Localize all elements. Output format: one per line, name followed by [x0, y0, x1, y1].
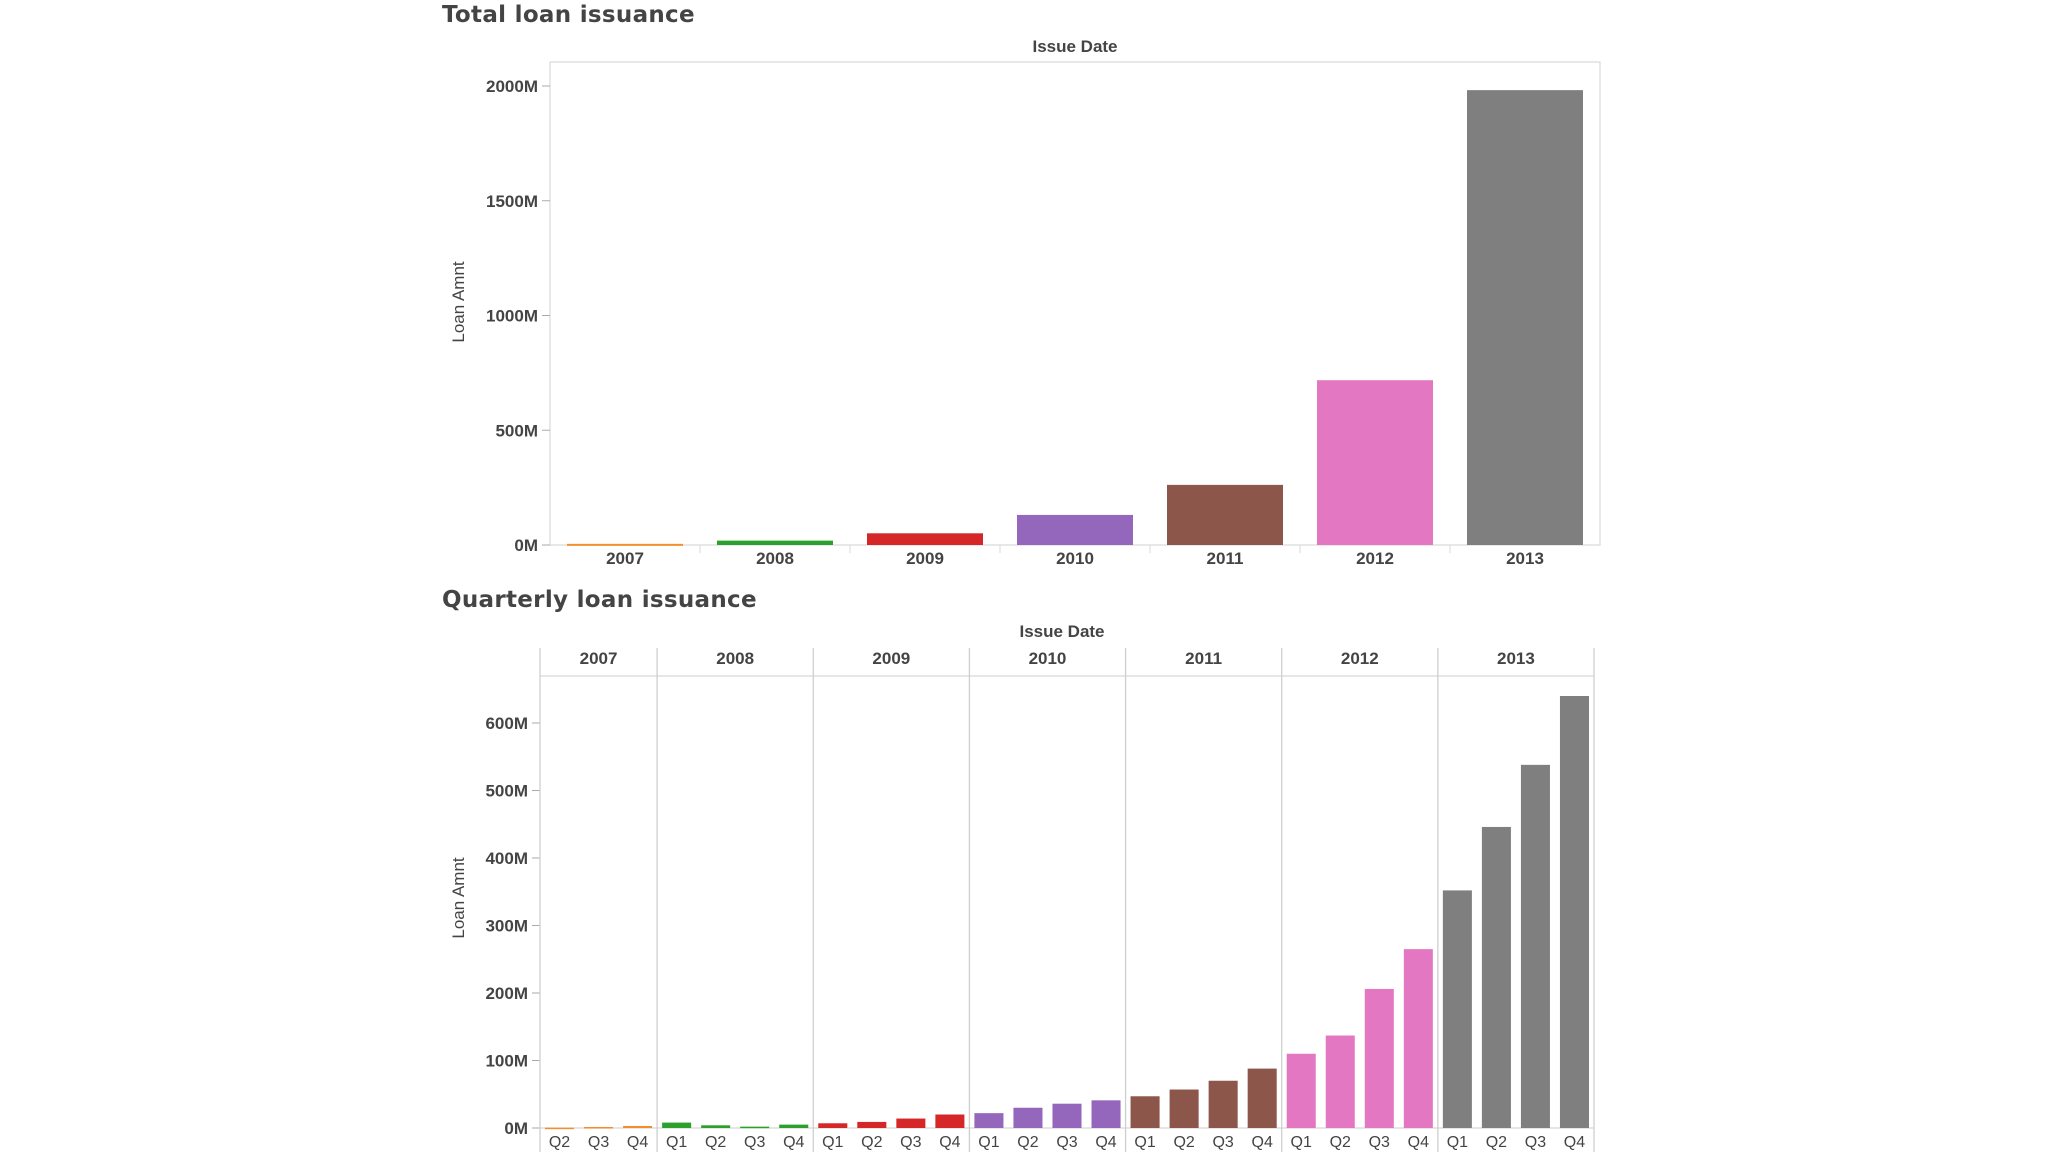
- quarter-label-2011-Q3: Q3: [1212, 1134, 1233, 1151]
- bar-2011: [1167, 484, 1283, 545]
- year-label-2008: 2008: [716, 649, 754, 668]
- y-tick-label-quarterly: 100M: [485, 1052, 528, 1071]
- bar-2008-Q4: [779, 1124, 809, 1128]
- bar-2012-Q4: [1403, 949, 1433, 1128]
- quarter-label-2008-Q1: Q1: [666, 1134, 687, 1151]
- quarter-label-2007-Q3: Q3: [588, 1134, 609, 1151]
- quarter-label-2011-Q1: Q1: [1134, 1134, 1155, 1151]
- quarter-label-2011-Q2: Q2: [1173, 1134, 1194, 1151]
- bar-2013: [1467, 90, 1583, 546]
- quarter-label-2009-Q4: Q4: [939, 1134, 960, 1151]
- y-tick-label-quarterly: 300M: [485, 917, 528, 936]
- quarter-label-2013-Q3: Q3: [1525, 1134, 1546, 1151]
- bar-2009-Q1: [818, 1123, 848, 1128]
- bar-2007-Q3: [584, 1126, 614, 1129]
- bar-2007-Q4: [623, 1125, 653, 1128]
- quarter-label-2009-Q2: Q2: [861, 1134, 882, 1151]
- quarter-label-2012-Q3: Q3: [1369, 1134, 1390, 1151]
- quarter-label-2010-Q3: Q3: [1056, 1134, 1077, 1151]
- chart-title-total: Total loan issuance: [442, 2, 695, 28]
- y-tick-label-quarterly: 600M: [485, 714, 528, 733]
- bar-2012-Q2: [1325, 1035, 1355, 1128]
- year-label-2007: 2007: [580, 649, 618, 668]
- y-tick-label-total: 2000M: [486, 77, 538, 96]
- bar-2009-Q3: [896, 1118, 926, 1128]
- quarter-label-2010-Q2: Q2: [1017, 1134, 1038, 1151]
- quarter-label-2012-Q4: Q4: [1408, 1134, 1429, 1151]
- chart-title-quarterly: Quarterly loan issuance: [442, 587, 757, 613]
- year-label-2013: 2013: [1497, 649, 1535, 668]
- y-axis-title-total: Loan Amnt: [449, 261, 468, 343]
- quarter-label-2013-Q4: Q4: [1564, 1134, 1585, 1151]
- x-tick-label-2013: 2013: [1506, 549, 1544, 568]
- bar-2009: [867, 533, 983, 545]
- quarter-label-2007-Q2: Q2: [549, 1134, 570, 1151]
- quarter-label-2008-Q4: Q4: [783, 1134, 804, 1151]
- quarter-label-2009-Q3: Q3: [900, 1134, 921, 1151]
- quarter-label-2010-Q1: Q1: [978, 1134, 999, 1151]
- quarter-label-2007-Q4: Q4: [627, 1134, 648, 1151]
- bar-2009-Q4: [935, 1114, 965, 1128]
- bar-2013-Q3: [1520, 764, 1550, 1128]
- bar-2011-Q2: [1169, 1089, 1199, 1128]
- bar-2007-Q2: [545, 1127, 575, 1130]
- quarter-label-2010-Q4: Q4: [1095, 1134, 1116, 1151]
- y-tick-label-quarterly: 400M: [485, 849, 528, 868]
- y-tick-label-quarterly: 200M: [485, 984, 528, 1003]
- bar-2011-Q1: [1130, 1096, 1160, 1128]
- year-label-2012: 2012: [1341, 649, 1379, 668]
- year-label-2010: 2010: [1029, 649, 1067, 668]
- bar-2013-Q1: [1442, 890, 1472, 1128]
- y-tick-label-total: 1500M: [486, 192, 538, 211]
- y-tick-label-quarterly: 0M: [504, 1119, 528, 1138]
- x-tick-label-2010: 2010: [1056, 549, 1094, 568]
- year-label-2011: 2011: [1185, 649, 1222, 668]
- bar-2008-Q1: [662, 1122, 692, 1128]
- bar-2008-Q3: [740, 1126, 770, 1129]
- bar-2010-Q4: [1091, 1100, 1121, 1128]
- x-tick-label-2008: 2008: [756, 549, 794, 568]
- bar-2010: [1017, 514, 1133, 545]
- quarter-label-2008-Q2: Q2: [705, 1134, 726, 1151]
- quarter-label-2013-Q2: Q2: [1486, 1134, 1507, 1151]
- bar-2009-Q2: [857, 1121, 887, 1128]
- bar-2011-Q4: [1247, 1068, 1277, 1128]
- y-axis-title-quarterly: Loan Amnt: [449, 857, 468, 939]
- y-tick-label-total: 1000M: [486, 307, 538, 326]
- y-tick-label-total: 500M: [495, 421, 538, 440]
- bar-2010-Q3: [1052, 1103, 1082, 1128]
- bar-2012-Q1: [1286, 1053, 1316, 1128]
- quarter-label-2012-Q2: Q2: [1330, 1134, 1351, 1151]
- x-tick-label-2011: 2011: [1207, 549, 1244, 568]
- y-tick-label-quarterly: 500M: [485, 782, 528, 801]
- x-tick-label-2012: 2012: [1356, 549, 1394, 568]
- x-axis-title-total: Issue Date: [1032, 37, 1117, 56]
- bar-2011-Q3: [1208, 1080, 1238, 1128]
- x-tick-label-2007: 2007: [606, 549, 644, 568]
- quarter-label-2008-Q3: Q3: [744, 1134, 765, 1151]
- x-tick-label-2009: 2009: [906, 549, 944, 568]
- plot-frame-total: [549, 61, 1601, 546]
- quarter-label-2009-Q1: Q1: [822, 1134, 843, 1151]
- bar-2010-Q2: [1013, 1107, 1043, 1128]
- quarter-label-2011-Q4: Q4: [1252, 1134, 1273, 1151]
- bar-2013-Q2: [1481, 826, 1511, 1128]
- year-label-2009: 2009: [872, 649, 910, 668]
- quarter-label-2012-Q1: Q1: [1291, 1134, 1312, 1151]
- bar-2010-Q1: [974, 1113, 1004, 1128]
- x-axis-title-quarterly: Issue Date: [1019, 622, 1104, 641]
- quarter-label-2013-Q1: Q1: [1447, 1134, 1468, 1151]
- y-tick-label-total: 0M: [514, 536, 538, 555]
- bar-2008: [717, 540, 833, 545]
- bar-2012: [1317, 380, 1433, 545]
- bar-2013-Q4: [1559, 696, 1589, 1128]
- bar-2007: [567, 543, 683, 546]
- bar-2008-Q2: [701, 1125, 731, 1128]
- bar-2012-Q3: [1364, 988, 1394, 1128]
